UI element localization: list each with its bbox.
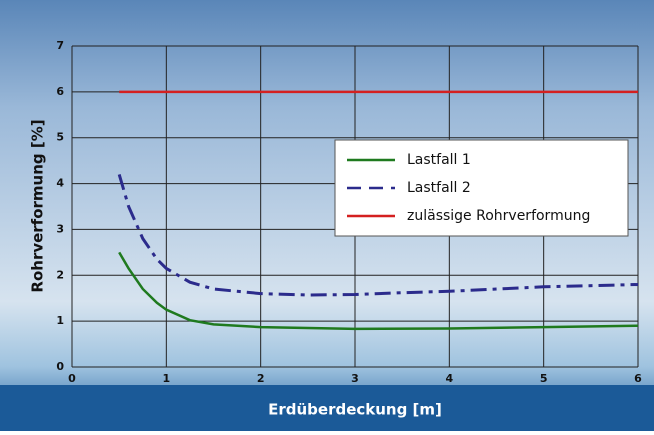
- x-tick-label: 4: [446, 372, 454, 385]
- x-axis-label: Erdüberdeckung [m]: [268, 401, 442, 419]
- legend-label: zulässige Rohrverformung: [407, 208, 590, 224]
- y-tick-label: 1: [56, 314, 64, 327]
- x-tick-label: 0: [68, 372, 76, 385]
- y-tick-label: 4: [56, 177, 64, 190]
- x-tick-label: 5: [540, 372, 548, 385]
- x-tick-label: 3: [351, 372, 359, 385]
- y-tick-label: 2: [56, 268, 64, 281]
- legend-label: Lastfall 1: [407, 152, 471, 168]
- y-axis-label: Rohrverformung [%]: [29, 119, 47, 292]
- legend-label: Lastfall 2: [407, 180, 471, 196]
- y-tick-label: 6: [56, 85, 64, 98]
- x-tick-label: 6: [634, 372, 642, 385]
- y-tick-label: 3: [56, 222, 64, 235]
- y-tick-label: 5: [56, 131, 64, 144]
- chart: Erdüberdeckung [m] Rohrverformung [%] 0 1…: [0, 0, 654, 431]
- x-tick-label: 1: [163, 372, 171, 385]
- legend: Lastfall 1 Lastfall 2 zulässige Rohrverfor…: [335, 140, 628, 236]
- x-tick-label: 2: [257, 372, 265, 385]
- y-tick-label: 0: [56, 360, 64, 373]
- y-tick-label: 7: [56, 39, 64, 52]
